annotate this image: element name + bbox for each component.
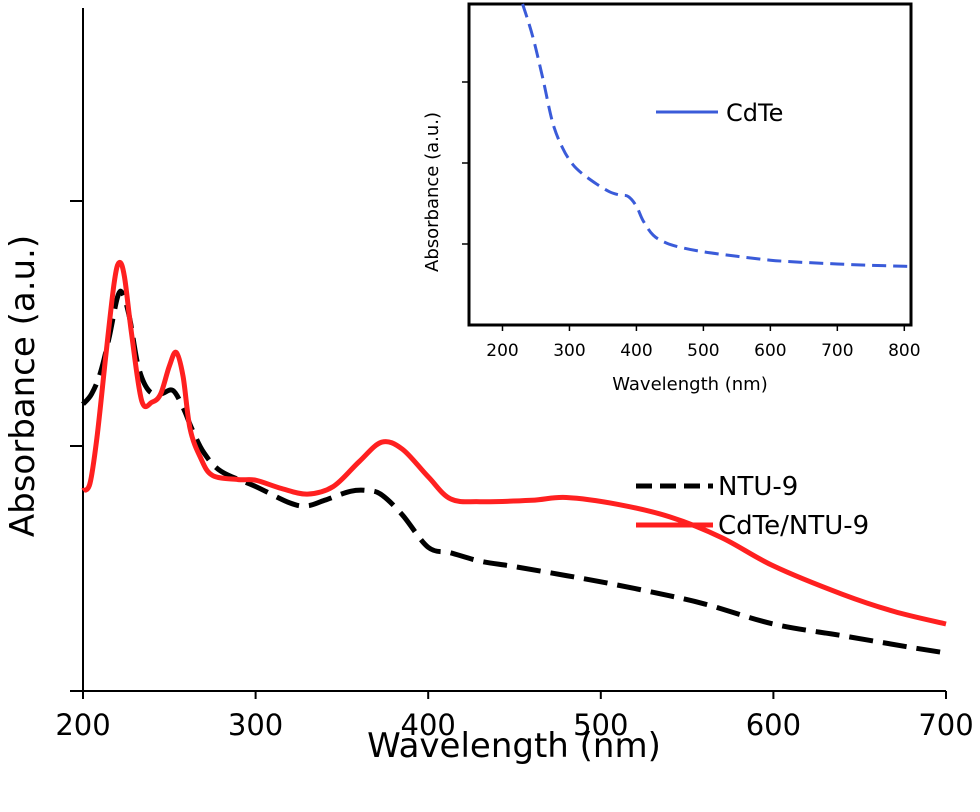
main-x-tick-label: 300 [228, 708, 283, 742]
main-x-tick-label: 600 [746, 708, 801, 742]
legend-label-cdte-ntu9: CdTe/NTU-9 [718, 511, 869, 541]
main-x-tick-label: 500 [573, 708, 628, 742]
inset-x-tick-label: 500 [687, 341, 719, 361]
main-x-ticks: 200 300 400 500 600 700 [55, 691, 974, 742]
series-line-cdte [521, 3, 912, 269]
inset-x-tick-label: 700 [821, 341, 853, 361]
inset-frame [467, 2, 913, 327]
main-x-tick-label: 200 [55, 708, 110, 742]
inset-x-tick-label: 800 [888, 341, 920, 361]
main-x-tick-label: 700 [918, 708, 973, 742]
main-legend: NTU-9 CdTe/NTU-9 [636, 472, 869, 541]
inset-legend: CdTe [656, 99, 783, 127]
inset-x-tick-label: 400 [620, 341, 652, 361]
inset-y-axis-title: Absorbance (a.u.) [422, 112, 443, 272]
inset-x-ticks: 200 300 400 500 600 700 800 [486, 325, 921, 361]
inset-x-tick-label: 300 [553, 341, 585, 361]
main-x-axis-title: Wavelength (nm) [367, 726, 661, 766]
inset-x-tick-label: 600 [754, 341, 786, 361]
legend-label-ntu9: NTU-9 [718, 472, 798, 502]
inset-x-axis-title: Wavelength (nm) [612, 374, 768, 395]
legend-label-cdte: CdTe [726, 99, 783, 127]
main-series-group [81, 259, 947, 656]
inset-plot: 200 300 400 500 600 700 800 Wavelength (nm) Ab… [422, 2, 921, 395]
main-plot: 200 300 400 500 600 700 Wavelength (nm) Absor… [3, 8, 974, 766]
main-y-axis-title: Absorbance (a.u.) [3, 235, 43, 537]
inset-series-group [521, 3, 912, 269]
main-x-tick-label: 400 [401, 708, 456, 742]
inset-x-tick-label: 200 [486, 341, 518, 361]
series-line-cdte-ntu9 [81, 259, 947, 627]
